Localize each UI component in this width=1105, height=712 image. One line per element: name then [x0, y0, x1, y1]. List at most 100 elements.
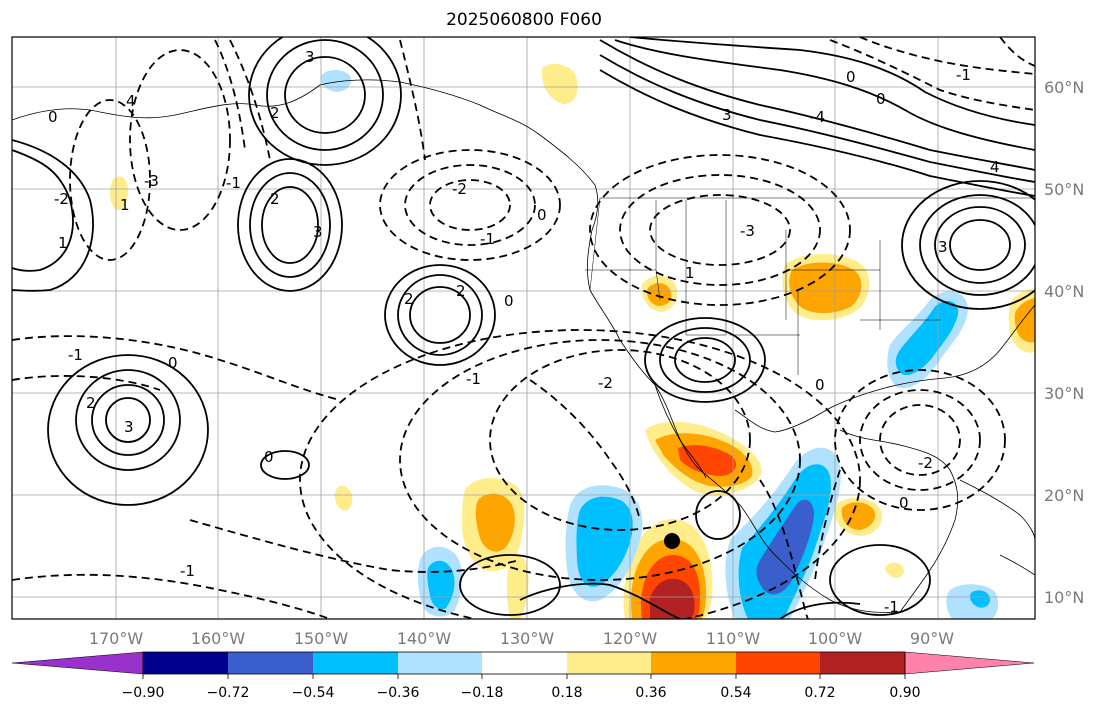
contour-label: 0: [504, 292, 514, 310]
contour-label: 2: [86, 394, 96, 412]
contour-label: 0: [537, 206, 547, 224]
contour-label: 2: [404, 290, 414, 308]
lon-label: 100°W: [808, 629, 863, 648]
shade-red-mexico: [678, 445, 737, 476]
colorbar-tick-label: 0.90: [889, 685, 920, 701]
colorbar-cell: [904, 651, 1035, 675]
shaded-areas: [109, 63, 1035, 619]
state-borders: [585, 197, 1035, 375]
map-frame: [11, 36, 1036, 620]
colorbar-cell: [651, 652, 736, 674]
contour-label: 0: [846, 68, 856, 86]
contour-label: -1: [480, 230, 495, 248]
colorbar-tick-label: 0.18: [551, 685, 582, 701]
shade-orange-west: [475, 493, 515, 552]
contour-label: -1: [226, 174, 241, 192]
shade-warm-pac2: [334, 485, 353, 511]
colorbar-outline: [142, 651, 906, 675]
colorbar-tick-label: 0.72: [804, 685, 835, 701]
shade-orange-east: [1014, 298, 1035, 343]
shade-orange-carib-inner: [841, 502, 876, 530]
contour-label: 3: [124, 418, 134, 436]
contour-label: 0: [264, 448, 274, 466]
latitude-labels: 60°N 50°N 40°N 30°N 20°N 10°N: [1044, 78, 1084, 607]
colorbar-cell: [313, 652, 398, 674]
location-marker: [664, 533, 680, 549]
contour-label: 1: [58, 234, 68, 252]
contour-label: 4: [990, 158, 1000, 176]
contour-label: -2: [452, 180, 467, 198]
contour-label: 1: [685, 264, 695, 282]
colorbar-tick-label: −0.54: [292, 685, 335, 701]
colorbar-tick-label: −0.90: [122, 685, 165, 701]
colorbar: −0.90 −0.72 −0.54 −0.36 −0.18 0.18 0.36 …: [11, 651, 1035, 701]
lat-label: 10°N: [1044, 588, 1084, 607]
contour-label: 0: [48, 108, 58, 126]
contour-label: -3: [740, 222, 755, 240]
colorbar-cell: [11, 651, 144, 675]
shade-cool-center-inner: [576, 496, 633, 587]
colorbar-ticks: [142, 674, 906, 679]
contour-label: 2: [270, 104, 280, 122]
lat-label: 30°N: [1044, 384, 1084, 403]
colorbar-tick-label: −0.72: [207, 685, 250, 701]
lon-label: 130°W: [500, 629, 555, 648]
colorbar-tick-label: −0.36: [377, 685, 420, 701]
contour-label: 0: [815, 376, 825, 394]
colorbar-tick-label: −0.18: [461, 685, 504, 701]
contour-label: 4: [126, 92, 136, 110]
colorbar-cell: [143, 652, 228, 674]
lon-label: 170°W: [89, 629, 144, 648]
contour-label: 0: [876, 90, 886, 108]
contour-label: 2: [456, 282, 466, 300]
chart-title: 2025060800 F060: [446, 10, 602, 30]
lon-label: 140°W: [397, 629, 452, 648]
lat-label: 50°N: [1044, 180, 1084, 199]
lon-label: 110°W: [706, 629, 761, 648]
shade-cool-gulf-inner: [895, 300, 959, 376]
contour-label-group: 3 2 4 0 -3 -2 -1 1 2 3 -2 -1 0 2 2 0 1 -…: [48, 48, 1000, 616]
contours-dashed: [12, 37, 1035, 619]
colorbar-cell: [398, 652, 482, 674]
contour-label: -1: [884, 598, 899, 616]
shade-warm-alaska: [541, 63, 578, 104]
contour-label: -3: [144, 172, 159, 190]
contour-label: -1: [180, 562, 195, 580]
lat-label: 60°N: [1044, 78, 1084, 97]
shade-cool-sw-inner: [969, 590, 990, 608]
contours-solid: [12, 37, 1035, 619]
contour-label: -2: [918, 454, 933, 472]
contour-label: -1: [68, 346, 83, 364]
contour-label: 3: [938, 238, 948, 256]
contour-label: 1: [120, 196, 130, 214]
contour-label: -2: [54, 190, 69, 208]
lat-label: 40°N: [1044, 282, 1084, 301]
contour-label: -1: [466, 370, 481, 388]
shade-warm-carib-small: [885, 562, 904, 578]
coastlines: [12, 79, 1035, 613]
lon-label: 150°W: [294, 629, 349, 648]
longitude-labels: 170°W 160°W 150°W 140°W 130°W 120°W 110°…: [89, 629, 954, 648]
shade-orange-us: [789, 262, 862, 314]
map-panel: [12, 37, 1035, 619]
lat-label: 20°N: [1044, 486, 1084, 505]
contour-label: -2: [598, 374, 613, 392]
colorbar-cell: [228, 652, 313, 674]
contour-label: 3: [313, 223, 323, 241]
gridlines: [12, 37, 1035, 619]
colorbar-tick-label: 0.36: [635, 685, 666, 701]
lon-label: 120°W: [603, 629, 658, 648]
contour-label: 2: [270, 190, 280, 208]
colorbar-cell: [567, 652, 651, 674]
colorbar-cell: [820, 652, 905, 674]
contour-label: 3: [722, 106, 732, 124]
colorbar-tick-label: 0.54: [720, 685, 751, 701]
colorbar-cell: [736, 652, 820, 674]
shade-warm-pac1: [109, 176, 128, 211]
shade-cool-bering: [320, 69, 352, 92]
colorbar-cell: [482, 652, 567, 674]
shade-cool-east-core: [756, 499, 814, 595]
contour-label: 3: [305, 48, 315, 66]
contour-label: 0: [168, 354, 178, 372]
